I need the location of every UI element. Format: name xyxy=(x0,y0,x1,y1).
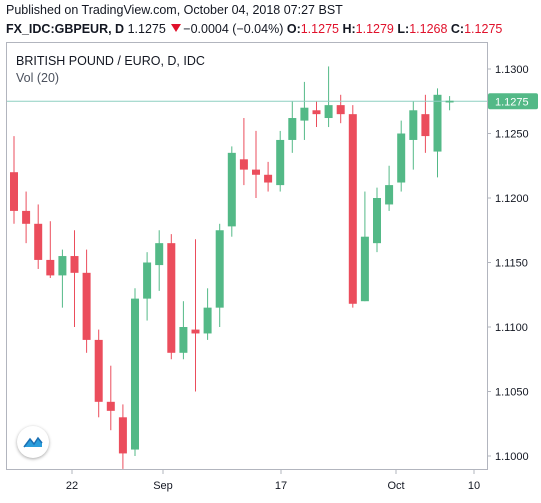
candle-down[interactable] xyxy=(336,105,345,115)
close-label: C: xyxy=(450,22,465,36)
x-tick-label: Oct xyxy=(387,480,404,492)
quote-line: FX_IDC:GBPEUR, D 1.1275 −0.0004 (−0.04%)… xyxy=(6,22,502,36)
volume-legend[interactable]: Vol (20) xyxy=(16,71,60,85)
candle-up[interactable] xyxy=(324,105,333,119)
y-tick-label: 1.1000 xyxy=(495,451,529,463)
candle-up[interactable] xyxy=(288,118,297,140)
low-value: 1.1268 xyxy=(409,22,448,36)
candle-up[interactable] xyxy=(143,262,152,299)
x-tick-label: Sep xyxy=(153,480,173,492)
low-label: L: xyxy=(397,22,410,36)
x-axis: 22 Sep 17 Oct 10 xyxy=(66,470,480,492)
candle-down[interactable] xyxy=(34,223,43,260)
candle-up[interactable] xyxy=(276,139,285,186)
candle-up[interactable] xyxy=(203,307,212,334)
candle-down[interactable] xyxy=(167,243,176,353)
candle-down[interactable] xyxy=(22,210,31,224)
candle-down[interactable] xyxy=(421,114,430,137)
last-price: 1.1275 xyxy=(127,22,166,36)
candle-up[interactable] xyxy=(155,243,164,266)
y-tick-label: 1.1200 xyxy=(495,193,529,205)
candle-up[interactable] xyxy=(445,101,454,103)
change-value: −0.0004 (−0.04%) xyxy=(183,22,284,36)
candle-up[interactable] xyxy=(409,110,418,140)
candle-down[interactable] xyxy=(252,169,260,175)
candle-down[interactable] xyxy=(10,172,18,211)
symbol-label[interactable]: FX_IDC:GBPEUR, D xyxy=(6,22,125,36)
y-tick-label: 1.1150 xyxy=(495,258,528,270)
open-label: O: xyxy=(286,22,301,36)
y-tick-label: 1.1300 xyxy=(495,64,529,76)
chart-header: Published on TradingView.com, October 04… xyxy=(0,0,541,42)
candle-down[interactable] xyxy=(106,401,115,411)
y-tick-label: 1.1250 xyxy=(495,129,529,141)
published-line: Published on TradingView.com, October 04… xyxy=(6,3,343,17)
candle-down[interactable] xyxy=(348,114,357,304)
candle-down[interactable] xyxy=(312,110,321,115)
x-tick-label: 22 xyxy=(66,480,78,492)
price-label-text: 1.1275 xyxy=(495,96,529,108)
candle-down[interactable] xyxy=(239,159,248,170)
candle-up[interactable] xyxy=(179,327,188,353)
close-value: 1.1275 xyxy=(464,22,503,36)
y-axis: 1.1300 1.1250 1.1200 1.1150 1.1100 1.1050 1.10… xyxy=(487,64,529,463)
price-label-box xyxy=(488,93,538,110)
candle-up[interactable] xyxy=(385,185,394,205)
candle-up[interactable] xyxy=(433,94,442,152)
current-price-label: 1.1275 xyxy=(445,93,538,110)
tradingview-logo-icon[interactable] xyxy=(17,426,49,458)
candle-down[interactable] xyxy=(70,256,79,273)
candle-up[interactable] xyxy=(300,107,309,121)
x-tick-label: 17 xyxy=(275,480,287,492)
candle-up[interactable] xyxy=(58,256,67,276)
candle-up[interactable] xyxy=(397,133,406,183)
x-tick-label: 10 xyxy=(468,480,480,492)
candle-down[interactable] xyxy=(191,329,200,334)
candle-up[interactable] xyxy=(215,230,224,308)
candle-down[interactable] xyxy=(264,174,273,183)
candle-up[interactable] xyxy=(131,298,139,450)
candles-group xyxy=(10,66,454,469)
down-triangle-icon xyxy=(171,24,182,32)
open-value: 1.1275 xyxy=(300,22,339,36)
candle-down[interactable] xyxy=(94,339,103,402)
candle-down[interactable] xyxy=(118,417,127,454)
chart-pane[interactable] xyxy=(6,42,488,470)
high-label: H: xyxy=(342,22,356,36)
y-tick-label: 1.1100 xyxy=(495,322,528,334)
candle-up[interactable] xyxy=(227,152,236,227)
candle-down[interactable] xyxy=(82,272,91,340)
candle-up[interactable] xyxy=(373,198,381,244)
candle-up[interactable] xyxy=(360,236,369,302)
chart-title: BRITISH POUND / EURO, D, IDC xyxy=(16,54,205,68)
high-value: 1.1279 xyxy=(355,22,394,36)
y-tick-label: 1.1050 xyxy=(495,387,529,399)
candle-down[interactable] xyxy=(46,259,55,276)
